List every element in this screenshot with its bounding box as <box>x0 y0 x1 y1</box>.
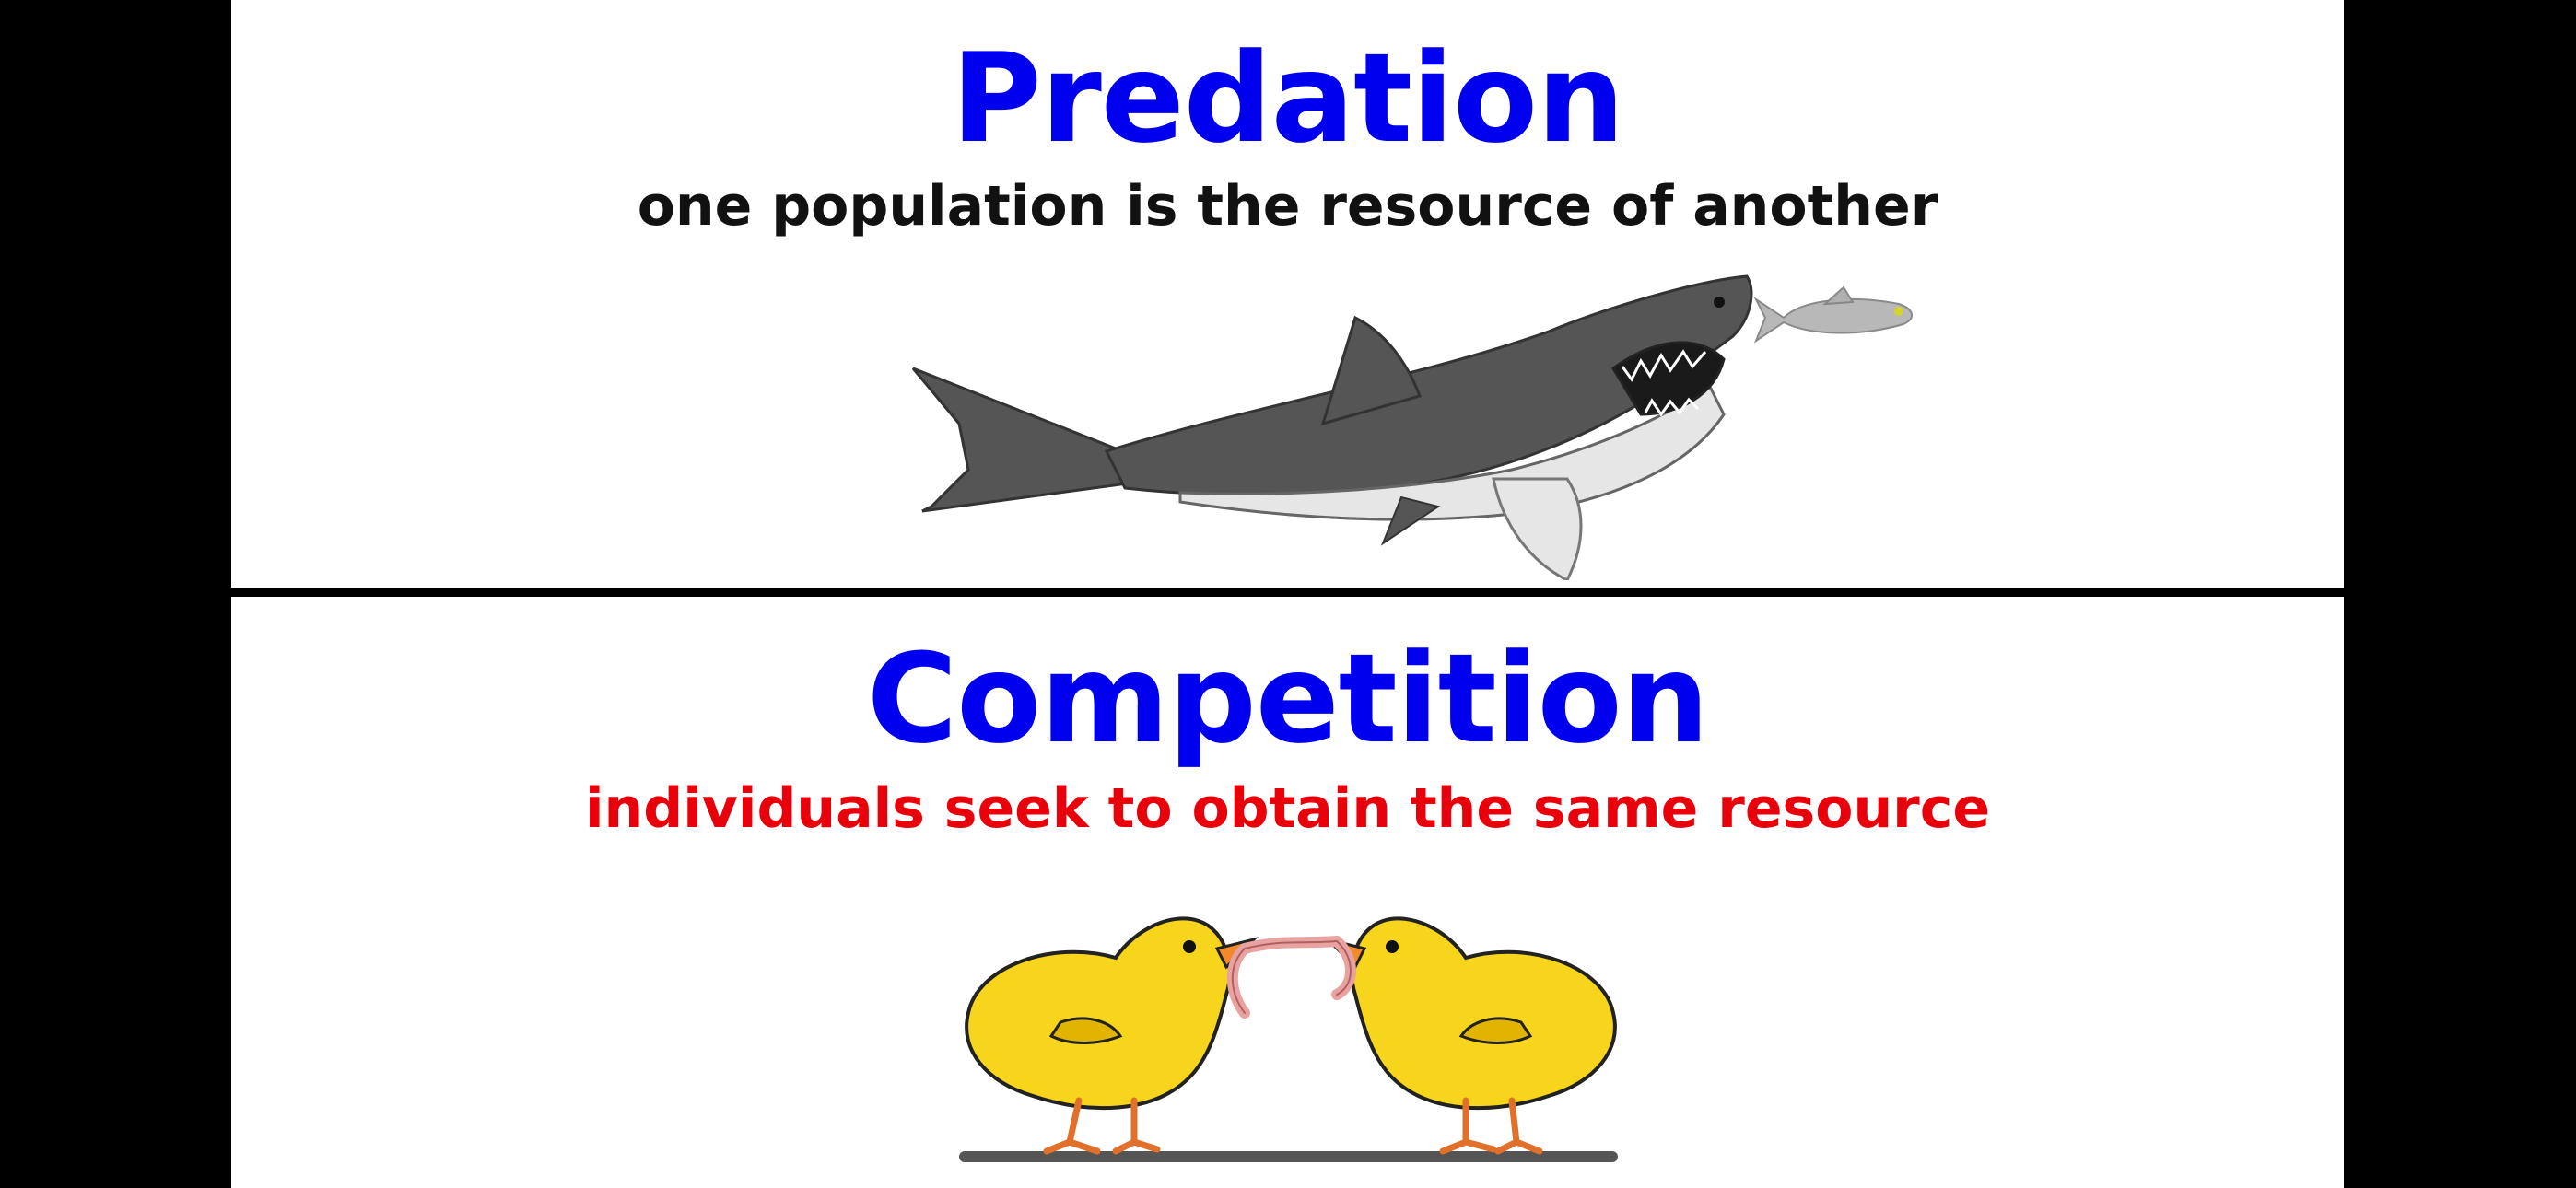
right-chick-icon <box>1323 916 1617 1155</box>
chicks-and-worm-illustration <box>959 916 1618 1162</box>
competition-description: individuals seek to obtain the same reso… <box>584 776 1991 841</box>
left-chick-icon <box>965 916 1259 1155</box>
predation-description: one population is the resource of anothe… <box>637 174 1938 239</box>
ground-line <box>959 1151 1618 1162</box>
small-fish-icon <box>1753 285 1913 344</box>
slide: Predation one population is the resource… <box>231 0 2344 1188</box>
section-divider <box>231 588 2344 597</box>
competition-title: Competition <box>866 627 1709 771</box>
shark-and-fish-illustration <box>911 274 1913 580</box>
worm-icon <box>1226 936 1356 1019</box>
shark-icon <box>911 274 1753 580</box>
predation-title: Predation <box>951 27 1625 170</box>
